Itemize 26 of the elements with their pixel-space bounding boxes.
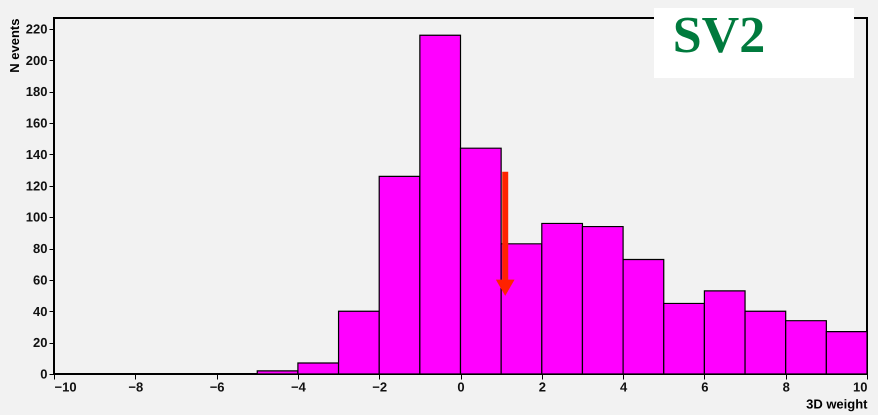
x-tick-label: −10 (54, 380, 77, 394)
annotation: SV2 (672, 7, 766, 64)
y-axis-title: N events (6, 18, 22, 73)
x-tick-label: 6 (701, 380, 709, 394)
y-tick-label: 80 (33, 241, 48, 256)
x-tick-label: −4 (290, 380, 307, 394)
x-tick-label: 2 (538, 380, 546, 394)
y-tick-label: 180 (26, 84, 48, 100)
x-tick-label: 4 (620, 380, 628, 394)
x-tick-label: 0 (457, 380, 465, 394)
y-tick-label: 20 (33, 335, 48, 350)
y-tick-label: 60 (33, 272, 48, 288)
x-tick-label: −2 (372, 380, 388, 394)
y-tick-label: 220 (26, 21, 48, 36)
y-tick-label: 40 (33, 304, 48, 319)
x-axis-title: 3D weight (806, 396, 868, 412)
y-tick-label: 100 (26, 210, 48, 225)
y-tick-label: 200 (26, 52, 48, 68)
y-tick-label: 160 (26, 116, 48, 131)
x-tick-label: 10 (853, 380, 868, 394)
x-tick-label: −8 (128, 380, 144, 394)
y-tick-label: 0 (40, 366, 48, 382)
y-tick-label: 120 (26, 178, 48, 194)
x-tick-label: 8 (782, 380, 790, 394)
x-tick-label: −6 (210, 380, 225, 394)
y-tick-label: 140 (26, 146, 48, 162)
